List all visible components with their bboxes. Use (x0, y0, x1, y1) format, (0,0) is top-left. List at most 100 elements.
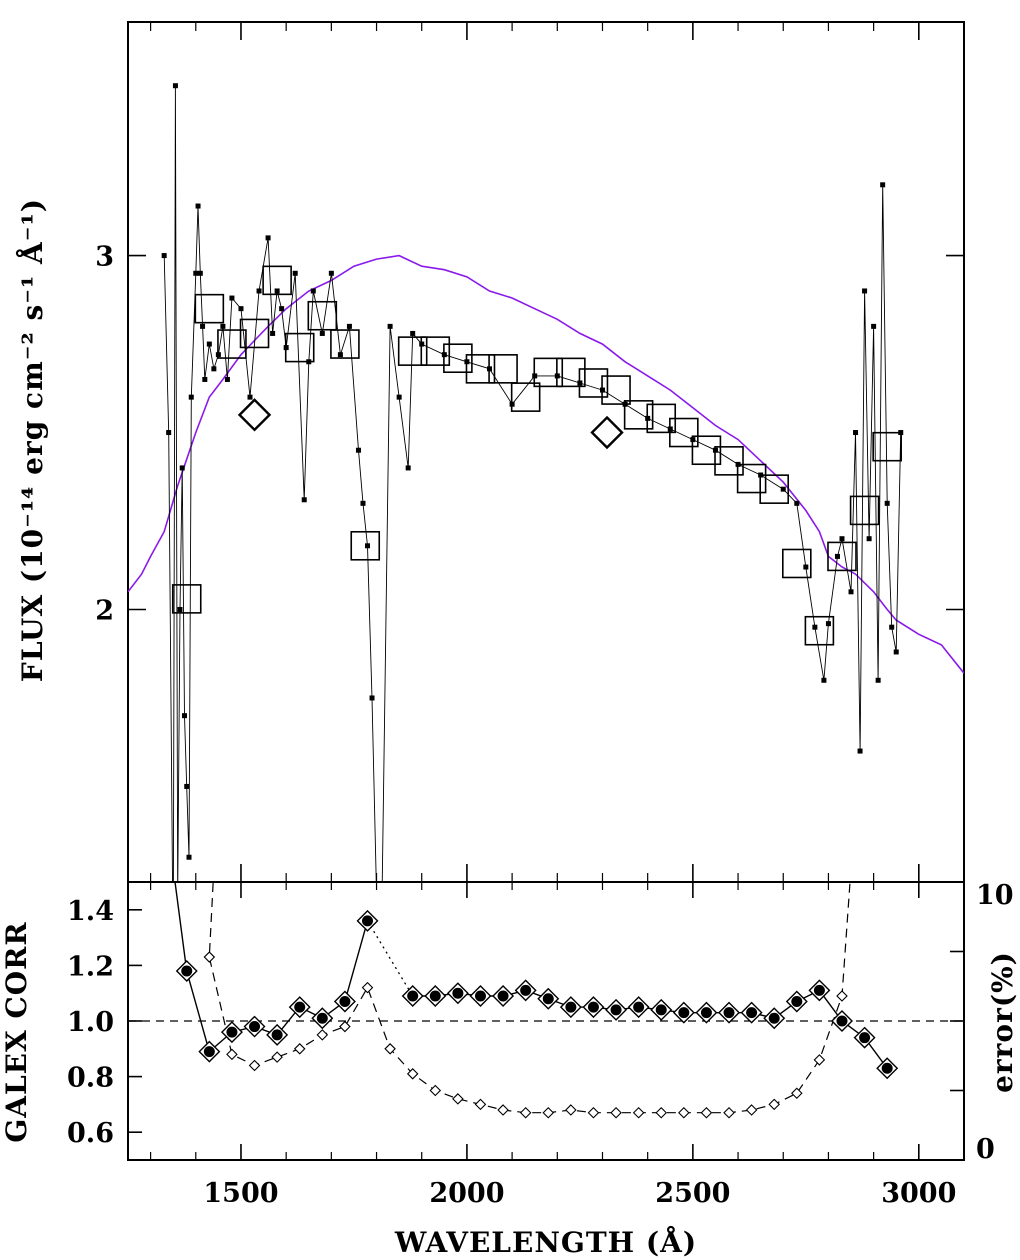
binned-flux-square (217, 329, 247, 359)
correction-point (474, 990, 486, 1002)
binned-flux-square (397, 336, 428, 366)
correction-point (633, 1001, 645, 1013)
observed-spectrum-point (360, 500, 366, 506)
error-point (316, 1029, 329, 1041)
error-point (791, 1087, 803, 1100)
binned-flux-square (350, 530, 381, 561)
observed-spectrum-point (186, 854, 192, 860)
observed-spectrum-point (319, 330, 325, 336)
observed-spectrum-point (355, 447, 361, 453)
binned-flux-square (262, 265, 292, 296)
observed-spectrum-point (374, 890, 379, 895)
correction-point (520, 984, 532, 996)
observed-spectrum-point (821, 677, 827, 683)
binned-flux-square (781, 548, 812, 579)
observed-spectrum-point (866, 536, 872, 542)
observed-spectrum-point (229, 295, 235, 301)
observed-spectrum-point (848, 589, 854, 595)
observed-spectrum-point (893, 649, 899, 655)
observed-spectrum-point (884, 500, 890, 506)
correction-point (181, 965, 193, 977)
correction-point (881, 1062, 893, 1074)
binned-flux-square (194, 293, 225, 324)
observed-spectrum-point (812, 624, 818, 630)
observed-spectrum-point (279, 306, 285, 312)
observed-spectrum-line (163, 85, 902, 882)
observed-spectrum-point (166, 430, 172, 436)
bottom-y-tick-label: 0.6 (67, 1118, 114, 1149)
error-point (226, 1048, 238, 1061)
binned-flux-square (827, 541, 857, 572)
binned-flux-square (284, 332, 315, 363)
error-point (565, 1104, 577, 1116)
correction-gap-dotted (366, 920, 414, 997)
observed-spectrum-point (387, 323, 393, 329)
observed-spectrum-point (880, 182, 886, 188)
binned-flux-square (420, 336, 451, 366)
bottom-y-tick-label: 1.4 (67, 896, 114, 927)
binned-flux-square (578, 368, 609, 398)
binned-flux-square (691, 435, 722, 466)
observed-spectrum-point (247, 394, 253, 400)
correction-point (746, 1007, 758, 1019)
error-point (429, 1084, 442, 1097)
correction-point (497, 990, 509, 1002)
correction-point (339, 996, 351, 1008)
error-point (361, 981, 374, 994)
error-point (271, 1051, 283, 1063)
observed-spectrum-point (834, 553, 840, 559)
error-point (406, 1068, 419, 1080)
correction-point (813, 984, 825, 996)
error-point (723, 1106, 735, 1119)
binned-flux-square (872, 431, 902, 462)
error-point (745, 1104, 758, 1116)
observed-spectrum-point (206, 341, 212, 347)
top-y-tick-label: 2 (95, 595, 114, 626)
correction-curve (174, 882, 369, 1053)
x-tick-label: 3000 (881, 1178, 956, 1209)
error-point (497, 1104, 509, 1116)
right-y-tick-label: 10 (976, 880, 1014, 911)
error-point (519, 1106, 532, 1119)
observed-spectrum-point (195, 203, 201, 209)
observed-spectrum-point (238, 306, 244, 312)
error-point (587, 1106, 600, 1119)
error-point (339, 1020, 351, 1033)
observed-spectrum-point (274, 288, 280, 294)
binned-flux-square (556, 357, 586, 388)
error-point (632, 1106, 645, 1119)
correction-point (362, 915, 374, 927)
observed-spectrum-point (193, 270, 199, 276)
observed-spectrum-point (396, 394, 402, 400)
correction-curve (412, 989, 888, 1069)
correction-point (452, 987, 464, 999)
observed-spectrum-point (803, 564, 809, 570)
correction-point (700, 1007, 712, 1019)
x-tick-label: 2500 (655, 1178, 730, 1209)
bottom-y-tick-label: 1.0 (67, 1007, 114, 1038)
error-point (474, 1098, 487, 1111)
correction-point (836, 1015, 848, 1027)
observed-spectrum-point (202, 376, 208, 382)
observed-spectrum-point (188, 394, 194, 400)
error-point (678, 1106, 690, 1119)
observed-spectrum-point (780, 486, 786, 492)
error-point (610, 1106, 622, 1119)
binned-flux-square (714, 446, 744, 476)
observed-spectrum-point (179, 465, 185, 471)
galex-flux-diamond (237, 398, 272, 432)
error-point (542, 1106, 555, 1119)
error-point (248, 1059, 261, 1072)
observed-spectrum-point (292, 270, 298, 276)
observed-spectrum-point (161, 253, 167, 259)
observed-spectrum-point (379, 961, 384, 966)
binned-flux-square (465, 354, 496, 384)
correction-point (542, 993, 554, 1005)
error-point (836, 990, 848, 1002)
top-y-tick-label: 3 (95, 242, 114, 273)
observed-spectrum-point (256, 288, 262, 294)
observed-spectrum-point (410, 330, 416, 336)
correction-point (678, 1007, 690, 1019)
correction-point (271, 1029, 283, 1041)
error-point (768, 1098, 780, 1111)
